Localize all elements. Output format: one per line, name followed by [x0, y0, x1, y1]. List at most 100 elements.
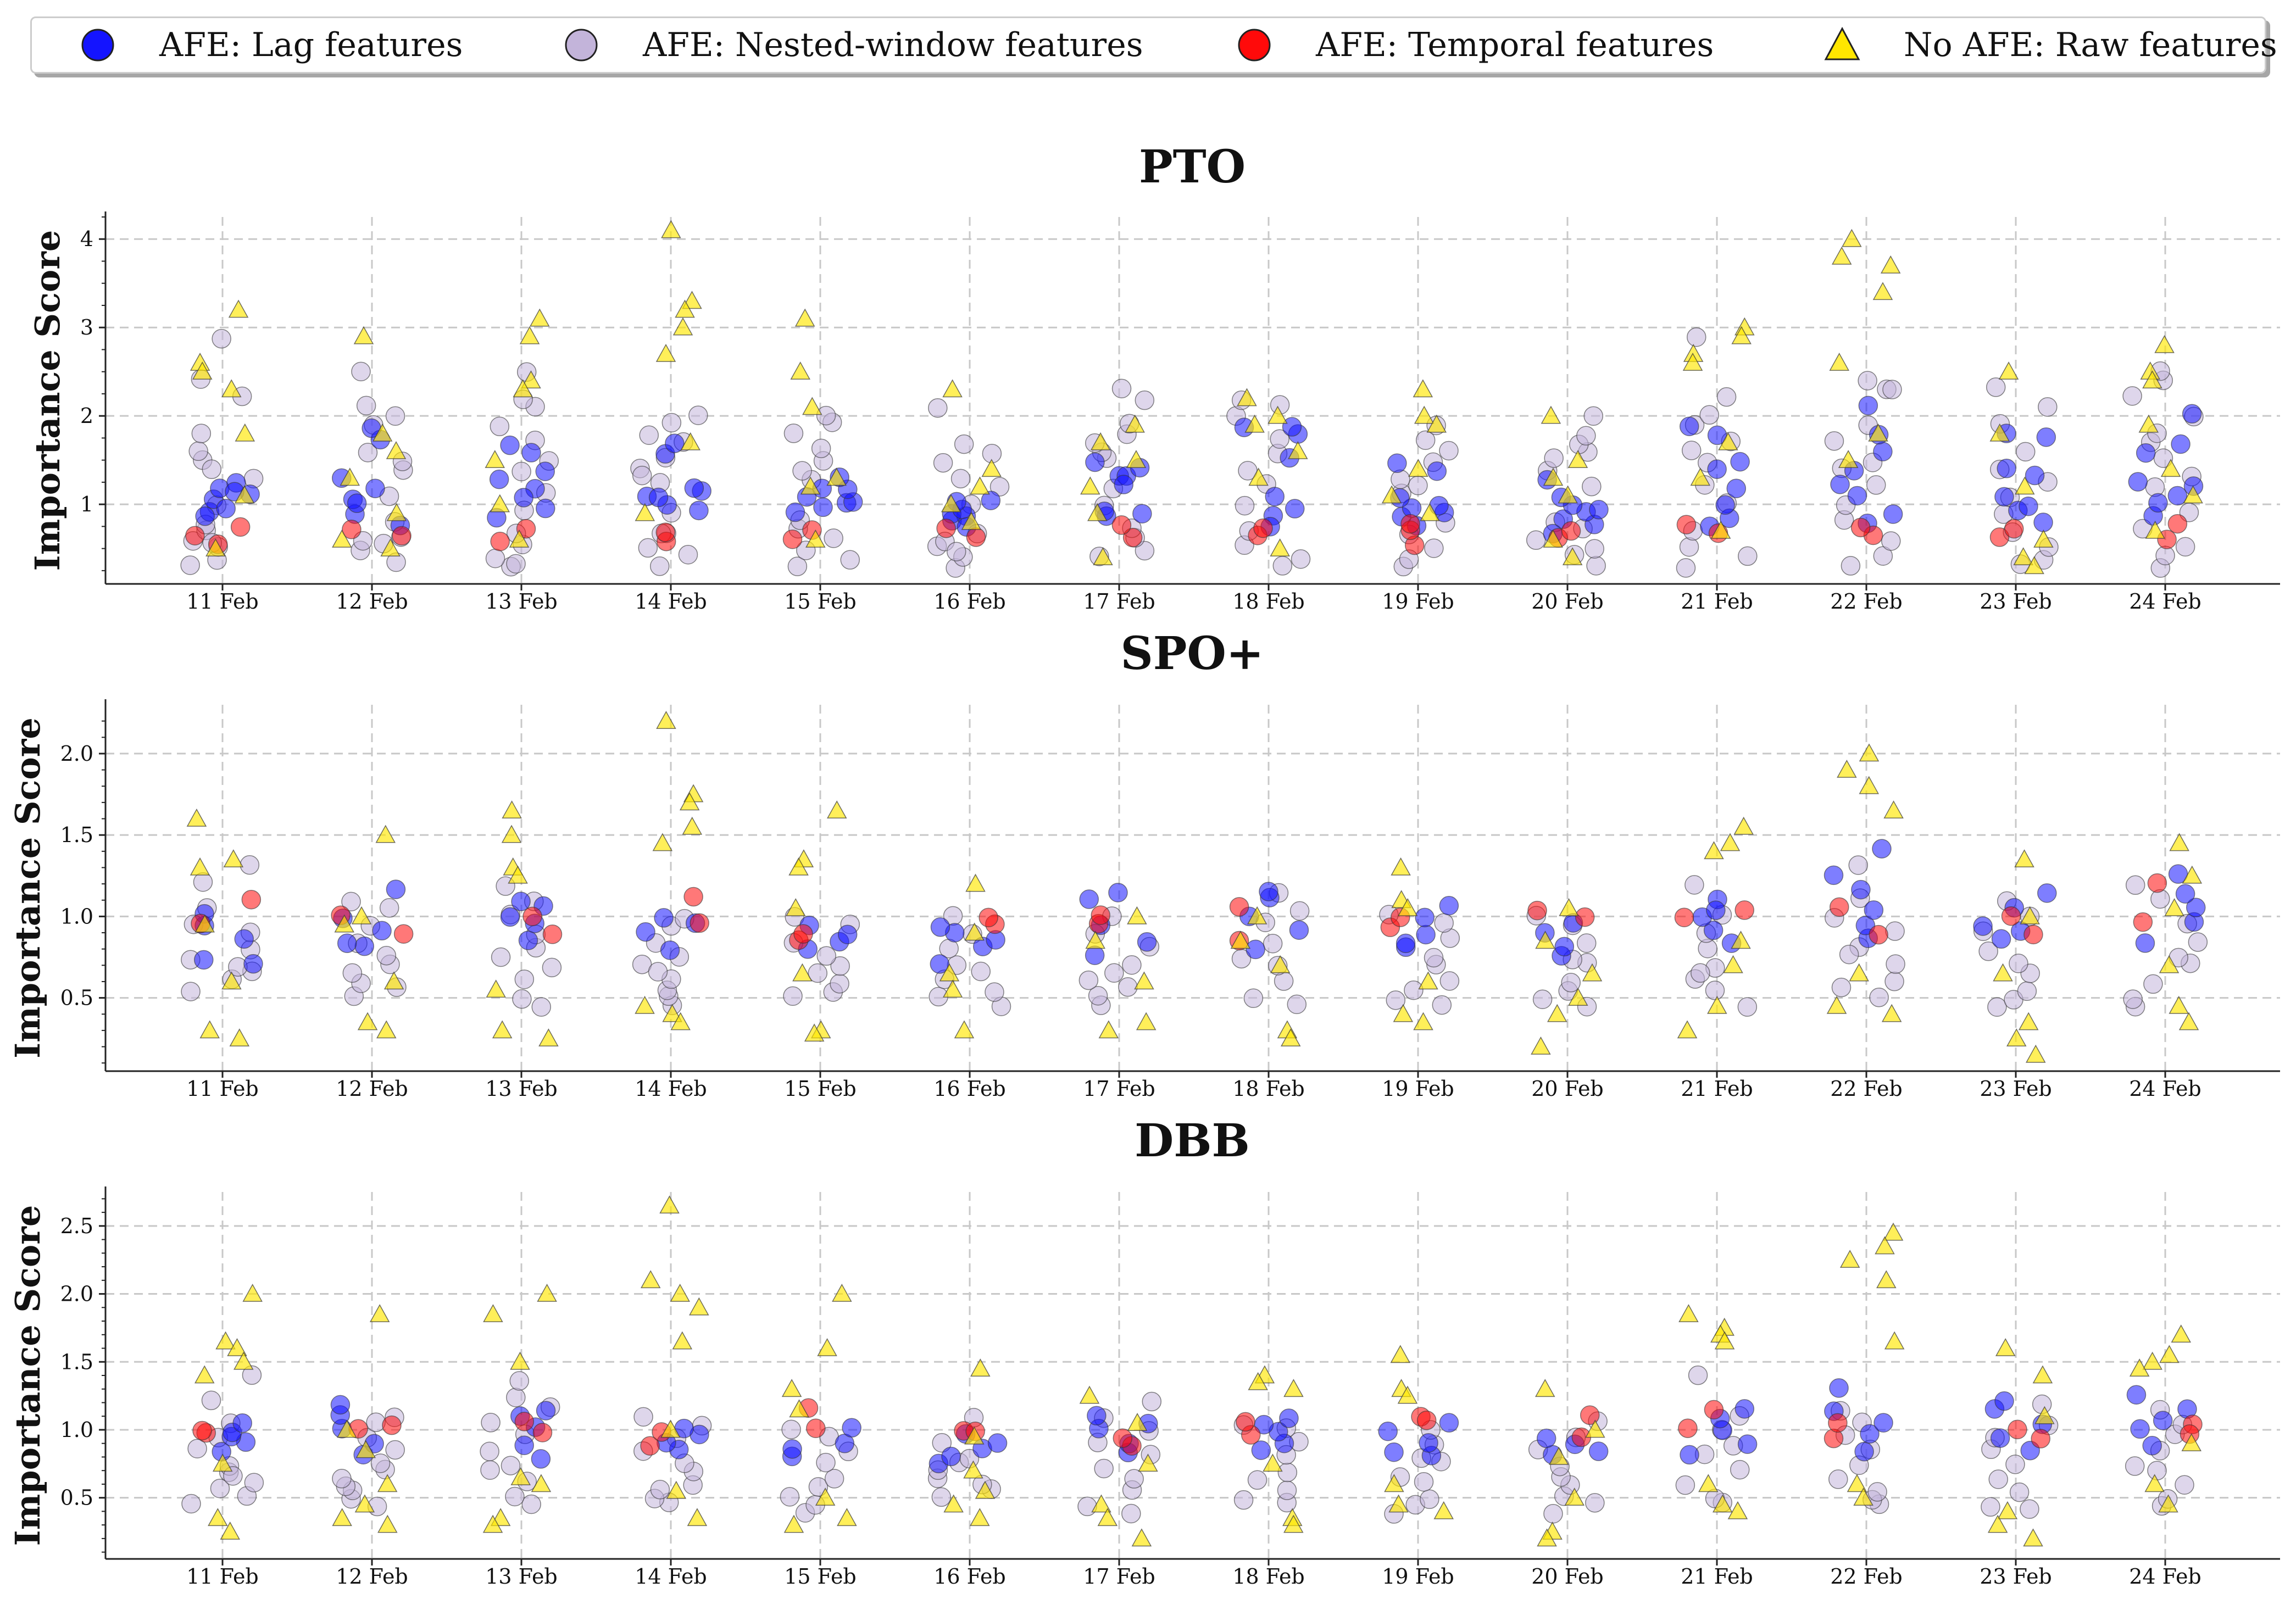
x-tick-label: 15 Feb	[784, 1564, 857, 1589]
legend-marker-nested	[565, 29, 598, 62]
point-temporal	[1869, 924, 1888, 945]
point-nested-window	[379, 898, 399, 918]
point-temporal	[1580, 1405, 1600, 1425]
point-raw	[815, 1488, 836, 1506]
point-nested-window	[638, 538, 658, 558]
point-nested-window	[212, 328, 231, 349]
point-temporal	[1253, 518, 1273, 538]
point-raw	[1853, 1488, 1874, 1506]
point-lag	[1854, 1441, 1874, 1462]
point-lag	[648, 487, 669, 508]
x-tick-label: 14 Feb	[635, 589, 707, 614]
point-lag	[1554, 937, 1575, 957]
point-raw	[1883, 1222, 1904, 1241]
point-raw	[490, 494, 510, 512]
point-nested-window	[1576, 426, 1596, 446]
point-lag	[1384, 1442, 1404, 1462]
point-nested-window	[1681, 441, 1702, 460]
point-temporal	[1229, 897, 1249, 917]
point-lag	[536, 1401, 556, 1420]
point-lag	[337, 933, 357, 953]
point-raw	[337, 1419, 357, 1438]
point-lag	[1285, 499, 1305, 519]
x-tick-label: 23 Feb	[1980, 1077, 2052, 1101]
point-raw	[1413, 1012, 1433, 1030]
point-raw	[672, 1331, 693, 1350]
x-tick-label: 13 Feb	[485, 1564, 558, 1589]
point-nested-window	[632, 465, 652, 486]
point-lag	[1108, 883, 1128, 903]
point-raw	[1418, 971, 1438, 990]
point-lag	[785, 502, 805, 522]
point-raw	[1682, 353, 1703, 371]
point-lag	[1259, 882, 1278, 901]
point-raw	[2142, 1351, 2162, 1370]
point-lag	[1730, 452, 1750, 472]
point-nested-window	[1424, 948, 1444, 968]
point-nested-window	[1882, 380, 1902, 399]
point-raw	[1267, 405, 1288, 424]
point-temporal	[2001, 906, 2021, 926]
point-nested-window	[240, 855, 260, 875]
point-raw	[482, 1514, 503, 1533]
point-raw	[970, 476, 990, 495]
x-tick-label: 23 Feb	[1980, 1564, 2052, 1589]
point-raw	[1397, 1385, 1418, 1404]
point-temporal	[936, 519, 956, 538]
point-raw	[332, 529, 352, 548]
point-temporal	[640, 1436, 660, 1456]
point-raw	[965, 873, 986, 892]
point-nested-window	[351, 361, 371, 382]
x-tick-label: 16 Feb	[933, 589, 1006, 614]
point-raw	[492, 1020, 513, 1039]
point-raw	[1559, 898, 1579, 916]
point-nested-window	[933, 453, 953, 473]
point-lag	[813, 497, 833, 517]
point-raw	[635, 503, 655, 521]
y-axis-label: Importance Score	[27, 230, 68, 571]
point-nested-window	[1679, 537, 1699, 557]
point-raw	[1085, 931, 1105, 949]
point-nested-window	[1235, 495, 1255, 516]
point-raw	[1280, 1028, 1301, 1047]
point-lag	[1387, 453, 1407, 473]
point-nested-window	[542, 957, 562, 978]
point-raw	[635, 995, 655, 1014]
point-nested-window	[1705, 981, 1725, 1000]
point-nested-window	[2147, 1461, 2167, 1481]
point-raw	[186, 808, 207, 827]
point-nested-window	[1866, 475, 1886, 495]
point-nested-window	[946, 542, 966, 561]
point-lag	[354, 936, 375, 956]
point-raw	[355, 1440, 376, 1458]
point-nested-window	[932, 1433, 952, 1453]
point-raw	[687, 1508, 708, 1527]
x-tick-label: 17 Feb	[1083, 1564, 1155, 1589]
point-lag	[1132, 504, 1152, 523]
point-raw	[1230, 931, 1251, 949]
point-raw	[229, 1028, 250, 1047]
point-raw	[215, 1331, 236, 1350]
point-nested-window	[2005, 1455, 2025, 1474]
point-temporal	[1678, 1418, 1698, 1438]
point-nested-window	[244, 1473, 264, 1492]
point-raw	[2018, 1012, 2039, 1030]
point-nested-window	[501, 1456, 521, 1475]
point-raw	[802, 397, 822, 415]
point-raw	[1433, 1501, 1454, 1519]
point-nested-window	[1415, 430, 1436, 450]
x-tick-label: 22 Feb	[1830, 1564, 1903, 1589]
point-nested-window	[1881, 531, 1901, 551]
point-raw	[1849, 963, 1869, 982]
point-temporal	[516, 519, 536, 539]
point-lag	[2126, 1385, 2147, 1405]
point-nested-window	[632, 954, 652, 974]
point-raw	[1393, 1004, 1414, 1022]
point-nested-window	[2188, 932, 2208, 952]
point-temporal	[542, 924, 563, 944]
point-nested-window	[1078, 970, 1099, 990]
point-raw	[199, 1020, 220, 1039]
point-nested-window	[1088, 985, 1108, 1006]
point-temporal	[2031, 1429, 2050, 1449]
point-nested-window	[1586, 556, 1606, 576]
